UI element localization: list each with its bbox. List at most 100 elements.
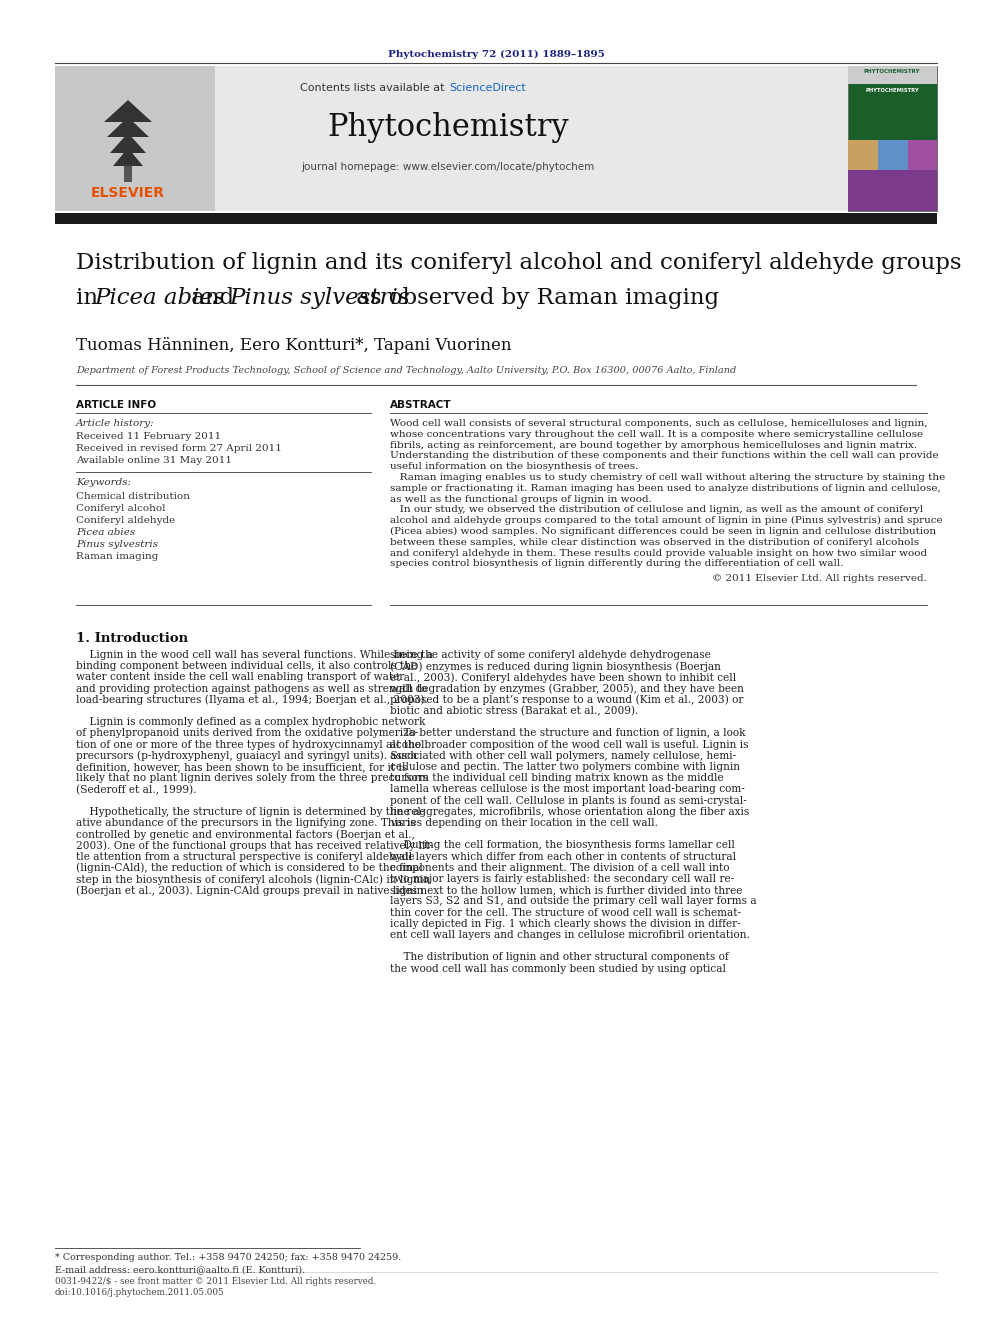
Bar	[55, 66, 215, 210]
Text: binding component between individual cells, it also controls the: binding component between individual cel…	[76, 662, 418, 671]
Text: 0031-9422/$ - see front matter © 2011 Elsevier Ltd. All rights reserved.: 0031-9422/$ - see front matter © 2011 El…	[55, 1277, 376, 1286]
Text: Coniferyl alcohol: Coniferyl alcohol	[76, 504, 166, 513]
Text: and: and	[184, 287, 241, 310]
Text: sample or fractionating it. Raman imaging has been used to analyze distributions: sample or fractionating it. Raman imagin…	[390, 484, 940, 492]
Text: ScienceDirect: ScienceDirect	[449, 83, 526, 93]
Text: Raman imaging enables us to study chemistry of cell wall without altering the st: Raman imaging enables us to study chemis…	[390, 474, 945, 482]
Bar	[848, 66, 937, 210]
Text: Received in revised form 27 April 2011: Received in revised form 27 April 2011	[76, 445, 282, 452]
Text: species control biosynthesis of lignin differently during the differentiation of: species control biosynthesis of lignin d…	[390, 560, 843, 569]
Text: associated with other cell wall polymers, namely cellulose, hemi-: associated with other cell wall polymers…	[390, 750, 736, 761]
Text: Understanding the distribution of these components and their functions within th: Understanding the distribution of these …	[390, 451, 938, 460]
Text: tle attention from a structural perspective is coniferyl aldehyde: tle attention from a structural perspect…	[76, 852, 415, 861]
Text: PHYTOCHEMISTRY: PHYTOCHEMISTRY	[864, 69, 921, 74]
Text: Phytochemistry 72 (2011) 1889–1895: Phytochemistry 72 (2011) 1889–1895	[388, 50, 604, 60]
Polygon shape	[113, 148, 143, 165]
Text: Received 11 February 2011: Received 11 February 2011	[76, 433, 221, 441]
Text: ative abundance of the precursors in the lignifying zone. This is: ative abundance of the precursors in the…	[76, 818, 416, 828]
Text: Lignin in the wood cell wall has several functions. While being a: Lignin in the wood cell wall has several…	[76, 650, 433, 660]
Text: definition, however, has been shown to be insufficient, for it is: definition, however, has been shown to b…	[76, 762, 408, 773]
Text: likely that no plant lignin derives solely from the three precursors: likely that no plant lignin derives sole…	[76, 773, 429, 783]
Bar	[848, 140, 878, 169]
Text: To better understand the structure and function of lignin, a look: To better understand the structure and f…	[390, 729, 746, 738]
Text: journal homepage: www.elsevier.com/locate/phytochem: journal homepage: www.elsevier.com/locat…	[302, 161, 594, 172]
Text: During the cell formation, the biosynthesis forms lamellar cell: During the cell formation, the biosynthe…	[390, 840, 735, 851]
Text: Wood cell wall consists of several structural components, such as cellulose, hem: Wood cell wall consists of several struc…	[390, 419, 928, 429]
Text: tion of one or more of the three types of hydroxycinnamyl alcohol: tion of one or more of the three types o…	[76, 740, 425, 750]
Text: step in the biosynthesis of coniferyl alcohols (lignin-CAlc) in lignin: step in the biosynthesis of coniferyl al…	[76, 875, 431, 885]
Text: alcohol and aldehyde groups compared to the total amount of lignin in pine (Pinu: alcohol and aldehyde groups compared to …	[390, 516, 942, 525]
Text: ARTICLE INFO: ARTICLE INFO	[76, 400, 156, 410]
Text: (Picea abies) wood samples. No significant differences could be seen in lignin a: (Picea abies) wood samples. No significa…	[390, 527, 936, 536]
Text: thin cover for the cell. The structure of wood cell wall is schemat-: thin cover for the cell. The structure o…	[390, 908, 741, 918]
Text: since the activity of some coniferyl aldehyde dehydrogenase: since the activity of some coniferyl ald…	[390, 650, 710, 660]
Text: et al., 2003). Coniferyl aldehydes have been shown to inhibit cell: et al., 2003). Coniferyl aldehydes have …	[390, 672, 736, 683]
Text: (CAD) enzymes is reduced during lignin biosynthesis (Boerjan: (CAD) enzymes is reduced during lignin b…	[390, 662, 721, 672]
Polygon shape	[107, 116, 149, 138]
Text: and coniferyl aldehyde in them. These results could provide valuable insight on : and coniferyl aldehyde in them. These re…	[390, 549, 928, 557]
Text: precursors (p-hydroxyphenyl, guaiacyl and syringyl units). Such: precursors (p-hydroxyphenyl, guaiacyl an…	[76, 750, 417, 761]
Text: (lignin-CAld), the reduction of which is considered to be the final: (lignin-CAld), the reduction of which is…	[76, 863, 423, 873]
Text: ically depicted in Fig. 1 which clearly shows the division in differ-: ically depicted in Fig. 1 which clearly …	[390, 918, 741, 929]
Text: controlled by genetic and environmental factors (Boerjan et al.,: controlled by genetic and environmental …	[76, 830, 415, 840]
Text: Pinus sylvestris: Pinus sylvestris	[76, 540, 158, 549]
Text: line aggregates, microfibrils, whose orientation along the fiber axis: line aggregates, microfibrils, whose ori…	[390, 807, 749, 816]
Text: Hypothetically, the structure of lignin is determined by the rel-: Hypothetically, the structure of lignin …	[76, 807, 425, 816]
Text: proposed to be a plant’s response to a wound (Kim et al., 2003) or: proposed to be a plant’s response to a w…	[390, 695, 743, 705]
Text: at the broader composition of the wood cell wall is useful. Lignin is: at the broader composition of the wood c…	[390, 740, 749, 750]
Polygon shape	[110, 134, 146, 153]
Text: of phenylpropanoid units derived from the oxidative polymeriza-: of phenylpropanoid units derived from th…	[76, 729, 419, 738]
Text: In our study, we observed the distribution of cellulose and lignin, as well as t: In our study, we observed the distributi…	[390, 505, 924, 515]
Text: as well as the functional groups of lignin in wood.: as well as the functional groups of lign…	[390, 495, 652, 504]
Text: 1. Introduction: 1. Introduction	[76, 632, 188, 646]
Text: lamella whereas cellulose is the most important load-bearing com-: lamella whereas cellulose is the most im…	[390, 785, 745, 794]
Bar	[55, 66, 848, 210]
Text: Department of Forest Products Technology, School of Science and Technology, Aalt: Department of Forest Products Technology…	[76, 366, 736, 374]
Text: Tuomas Hänninen, Eero Kontturi*, Tapani Vuorinen: Tuomas Hänninen, Eero Kontturi*, Tapani …	[76, 337, 512, 355]
Text: wall layers which differ from each other in contents of structural: wall layers which differ from each other…	[390, 852, 736, 861]
Text: E-mail address: eero.kontturi@aalto.fi (E. Kontturi).: E-mail address: eero.kontturi@aalto.fi (…	[55, 1265, 306, 1274]
Text: PHYTOCHEMISTRY: PHYTOCHEMISTRY	[865, 89, 919, 93]
Text: layers S3, S2 and S1, and outside the primary cell wall layer forms a: layers S3, S2 and S1, and outside the pr…	[390, 897, 757, 906]
Text: load-bearing structures (Ilyama et al., 1994; Boerjan et al., 2003).: load-bearing structures (Ilyama et al., …	[76, 695, 428, 705]
Text: two major layers is fairly established: the secondary cell wall re-: two major layers is fairly established: …	[390, 875, 734, 884]
Bar	[55, 213, 937, 224]
Text: wall degradation by enzymes (Grabber, 2005), and they have been: wall degradation by enzymes (Grabber, 20…	[390, 684, 744, 695]
Text: and providing protection against pathogens as well as strength to: and providing protection against pathoge…	[76, 684, 428, 693]
Text: Article history:: Article history:	[76, 419, 155, 429]
Text: Lignin is commonly defined as a complex hydrophobic network: Lignin is commonly defined as a complex …	[76, 717, 426, 728]
Text: Available online 31 May 2011: Available online 31 May 2011	[76, 456, 232, 464]
Text: between these samples, while clear distinction was observed in the distribution : between these samples, while clear disti…	[390, 538, 920, 546]
Text: useful information on the biosynthesis of trees.: useful information on the biosynthesis o…	[390, 462, 639, 471]
Text: ent cell wall layers and changes in cellulose microfibril orientation.: ent cell wall layers and changes in cell…	[390, 930, 750, 941]
Text: as observed by Raman imaging: as observed by Raman imaging	[349, 287, 719, 310]
Text: ponent of the cell wall. Cellulose in plants is found as semi-crystal-: ponent of the cell wall. Cellulose in pl…	[390, 795, 747, 806]
Text: Pinus sylvestris: Pinus sylvestris	[229, 287, 410, 310]
Text: Picea abies: Picea abies	[94, 287, 225, 310]
Text: * Corresponding author. Tel.: +358 9470 24250; fax: +358 9470 24259.: * Corresponding author. Tel.: +358 9470 …	[55, 1253, 401, 1262]
Polygon shape	[104, 101, 152, 122]
Bar	[848, 169, 937, 210]
Text: water content inside the cell wall enabling transport of water: water content inside the cell wall enabl…	[76, 672, 405, 683]
Text: The distribution of lignin and other structural components of: The distribution of lignin and other str…	[390, 953, 729, 962]
Text: Keywords:: Keywords:	[76, 478, 131, 487]
Bar	[848, 66, 937, 83]
Text: to form the individual cell binding matrix known as the middle: to form the individual cell binding matr…	[390, 773, 723, 783]
Text: fibrils, acting as reinforcement, are bound together by amorphous hemicelluloses: fibrils, acting as reinforcement, are bo…	[390, 441, 918, 450]
Bar	[878, 140, 908, 169]
Text: Contents lists available at: Contents lists available at	[300, 83, 448, 93]
Text: ELSEVIER: ELSEVIER	[91, 187, 165, 200]
Text: doi:10.1016/j.phytochem.2011.05.005: doi:10.1016/j.phytochem.2011.05.005	[55, 1289, 224, 1297]
Text: varies depending on their location in the cell wall.: varies depending on their location in th…	[390, 818, 658, 828]
Text: Chemical distribution: Chemical distribution	[76, 492, 190, 501]
Text: whose concentrations vary throughout the cell wall. It is a composite where semi: whose concentrations vary throughout the…	[390, 430, 924, 439]
Text: components and their alignment. The division of a cell wall into: components and their alignment. The divi…	[390, 863, 729, 873]
Text: ABSTRACT: ABSTRACT	[390, 400, 451, 410]
Bar	[124, 160, 132, 183]
Text: Coniferyl aldehyde: Coniferyl aldehyde	[76, 516, 176, 525]
Text: in: in	[76, 287, 105, 310]
Text: 2003). One of the functional groups that has received relatively lit-: 2003). One of the functional groups that…	[76, 840, 433, 851]
Text: sides next to the hollow lumen, which is further divided into three: sides next to the hollow lumen, which is…	[390, 885, 742, 896]
Text: cellulose and pectin. The latter two polymers combine with lignin: cellulose and pectin. The latter two pol…	[390, 762, 740, 773]
Text: Picea abies: Picea abies	[76, 528, 135, 537]
